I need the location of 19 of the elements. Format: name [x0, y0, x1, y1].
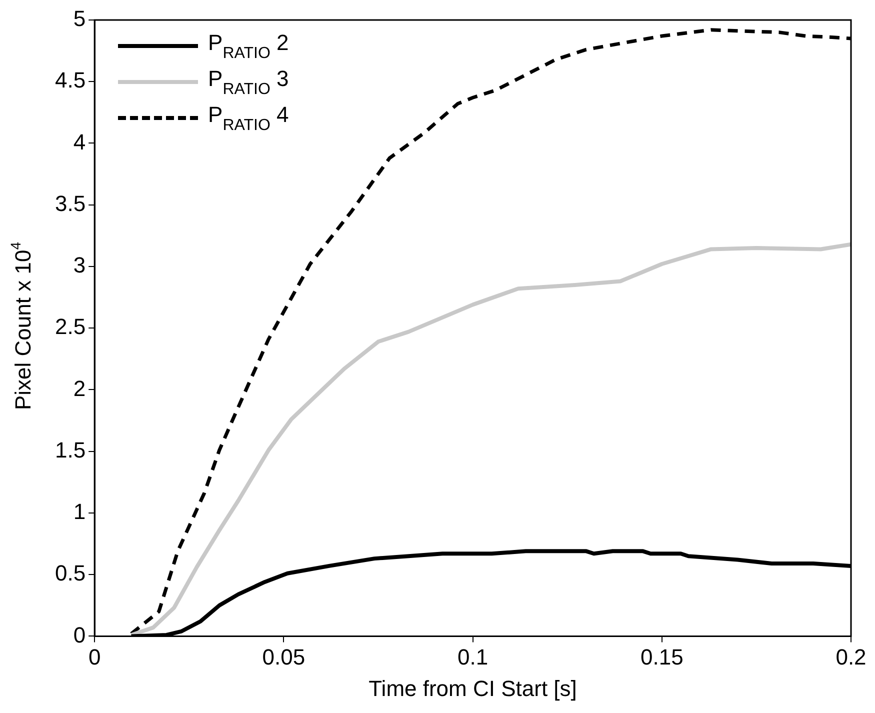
y-tick-label: 2 [73, 376, 86, 401]
y-tick-label: 1.5 [54, 437, 86, 462]
legend-label: P$_{RATIO}$ 4 [208, 102, 289, 134]
y-tick-label: 0.5 [54, 560, 86, 586]
x-tick-label: 0.15 [640, 644, 684, 670]
y-tick-label: 1 [73, 499, 86, 524]
legend-label: P$_{RATIO}$ 3 [208, 66, 289, 98]
y-tick-label: 3.5 [54, 190, 86, 216]
x-tick-label: 0.2 [836, 644, 866, 670]
y-tick-label: 5 [73, 6, 86, 32]
x-axis-title: Time from CI Start [s] [368, 676, 577, 701]
y-tick-label: 4.5 [54, 68, 86, 93]
y-tick-label: 4 [73, 129, 86, 154]
y-tick-label: 2.5 [54, 314, 86, 340]
x-tick-label: 0.05 [262, 644, 306, 670]
legend-label: P$_{RATIO}$ 2 [208, 30, 289, 62]
x-tick-label: 0.1 [457, 644, 488, 670]
y-tick-label: 3 [73, 252, 86, 278]
y-tick-label: 0 [73, 622, 86, 648]
